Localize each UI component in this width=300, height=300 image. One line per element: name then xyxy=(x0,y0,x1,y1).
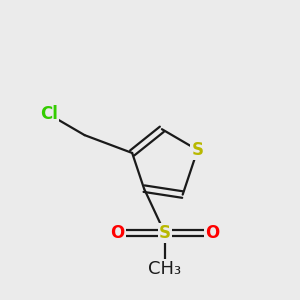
Text: O: O xyxy=(110,224,124,242)
Text: S: S xyxy=(192,141,204,159)
Text: Cl: Cl xyxy=(40,105,58,123)
Text: S: S xyxy=(159,224,171,242)
Text: CH₃: CH₃ xyxy=(148,260,182,278)
Text: O: O xyxy=(205,224,220,242)
